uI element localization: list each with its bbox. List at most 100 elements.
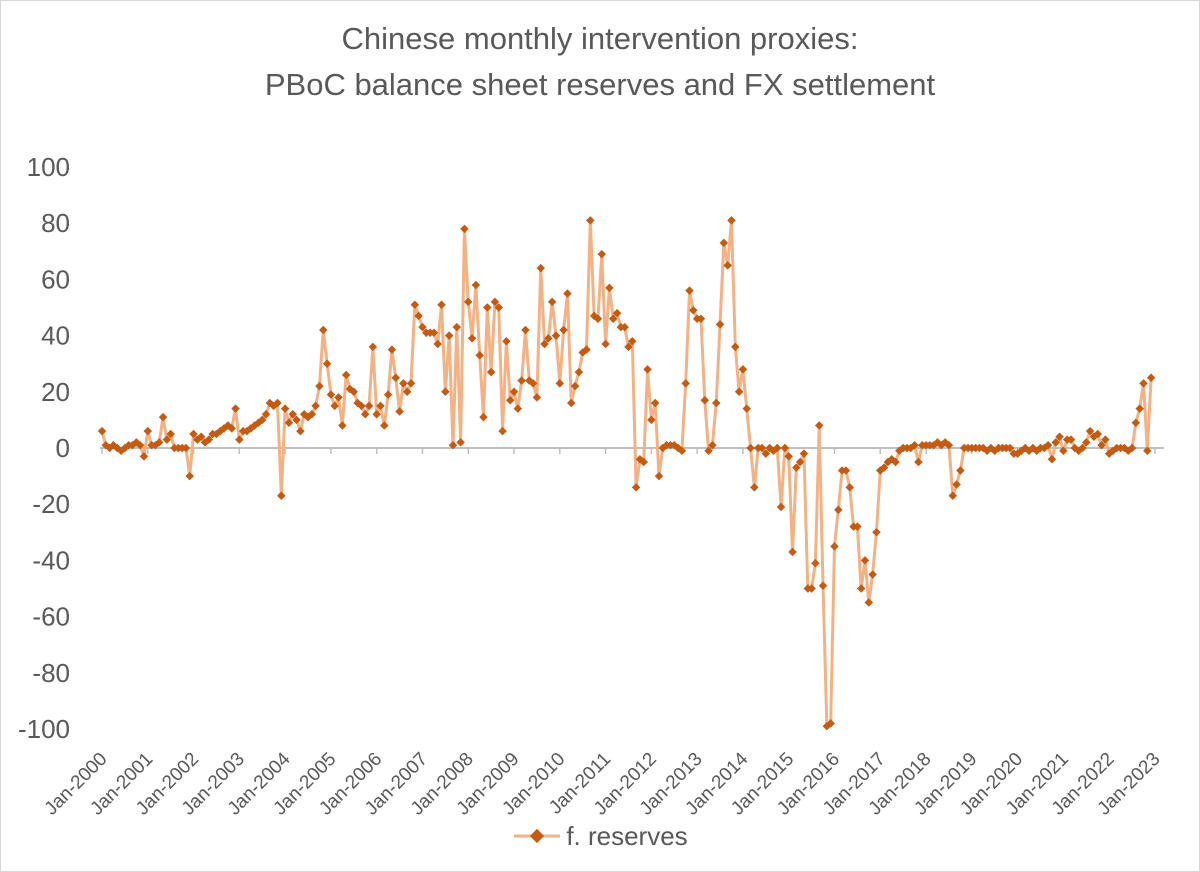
data-point-marker (746, 443, 755, 453)
data-point-marker (540, 339, 549, 349)
data-point-marker (154, 438, 164, 447)
data-point-marker (517, 376, 526, 385)
data-point-marker (841, 466, 851, 475)
data-point-marker (559, 325, 568, 335)
data-point-marker (143, 426, 153, 436)
data-point-marker (349, 387, 359, 397)
y-tick-label: -80 (32, 658, 70, 688)
data-point-marker (750, 483, 759, 492)
series-line-f-reserves (100, 218, 1153, 728)
data-point-marker (612, 308, 622, 318)
data-point-marker (1005, 443, 1015, 453)
data-point-marker (139, 452, 149, 461)
data-point-marker (437, 300, 446, 309)
data-point-marker (1043, 440, 1053, 450)
data-point-marker (448, 440, 458, 450)
data-point-marker (383, 390, 393, 399)
data-point-marker (582, 345, 591, 354)
data-point-marker (807, 584, 816, 593)
data-point-marker (284, 418, 294, 427)
data-point-marker (547, 297, 557, 307)
data-point-marker (406, 379, 416, 388)
data-point-marker (471, 280, 481, 290)
data-point-marker (1047, 454, 1057, 464)
data-point-marker (502, 336, 511, 346)
data-point-marker (475, 351, 484, 360)
data-point-marker (715, 320, 725, 329)
data-point-marker (338, 421, 347, 430)
data-point-marker (1146, 373, 1156, 382)
data-point-marker (795, 457, 805, 467)
data-point-marker (704, 446, 713, 456)
data-point-marker (631, 483, 641, 492)
data-point-marker (1139, 379, 1148, 388)
data-point-marker (280, 404, 290, 413)
data-point-marker (528, 379, 538, 388)
data-point-marker (856, 584, 866, 593)
data-point-marker (372, 410, 381, 419)
data-point-marker (292, 415, 301, 425)
y-tick-label: -20 (32, 489, 70, 519)
data-point-marker (181, 443, 191, 453)
data-point-marker (1093, 429, 1102, 439)
data-point-marker (574, 367, 584, 377)
data-point-marker (818, 581, 828, 590)
data-point-marker (872, 528, 881, 537)
data-point-marker (486, 367, 496, 377)
data-point-marker (605, 283, 614, 293)
data-point-marker (757, 443, 767, 453)
y-tick-label: -40 (32, 545, 70, 575)
data-point-marker (948, 491, 957, 501)
chart-subtitle: PBoC balance sheet reserves and FX settl… (264, 67, 936, 102)
data-point-marker (444, 331, 454, 340)
data-point-marker (257, 415, 267, 425)
data-point-marker (738, 365, 748, 374)
data-point-marker (387, 345, 397, 354)
data-point-marker (196, 432, 206, 442)
y-tick-label: -60 (32, 602, 70, 632)
data-point-marker (311, 401, 320, 411)
series-markers-f-reserves (97, 216, 1156, 731)
data-point-marker (1066, 435, 1076, 444)
data-point-marker (414, 311, 423, 321)
data-point-marker (467, 334, 477, 343)
data-point-marker (460, 224, 469, 234)
data-point-marker (879, 463, 889, 472)
data-point-marker (700, 395, 710, 405)
chart-title: Chinese monthly intervention proxies: PB… (0, 16, 1200, 108)
data-point-marker (597, 249, 607, 259)
data-point-marker (647, 415, 656, 425)
data-point-marker (1055, 432, 1064, 442)
data-point-marker (494, 303, 504, 312)
data-point-marker (811, 558, 820, 568)
data-point-marker (1135, 404, 1144, 413)
data-point-marker (391, 373, 400, 382)
data-point-marker (1051, 438, 1060, 447)
data-point-marker (956, 466, 965, 475)
data-point-marker (696, 314, 706, 323)
data-point-marker (490, 297, 500, 307)
data-point-marker (360, 410, 370, 419)
data-point-marker (410, 300, 420, 309)
data-point-marker (185, 471, 194, 481)
legend-label: f. reserves (566, 820, 688, 851)
data-point-marker (330, 401, 339, 411)
data-point-marker (536, 263, 545, 273)
data-point-marker (799, 449, 809, 458)
data-point-marker (773, 443, 782, 453)
data-point-marker (368, 342, 378, 352)
data-point-marker (551, 331, 561, 340)
data-point-marker (1143, 446, 1152, 456)
y-tick-label: 100 (27, 152, 70, 182)
data-point-marker (689, 306, 698, 315)
data-point-marker (483, 303, 492, 312)
data-point-marker (620, 322, 629, 332)
data-point-marker (952, 480, 961, 489)
data-point-marker (1127, 443, 1137, 453)
data-point-marker (288, 410, 297, 419)
data-point-marker (654, 471, 664, 481)
data-point-marker (719, 238, 729, 248)
y-tick-label: 20 (41, 377, 70, 407)
data-point-marker (1059, 446, 1068, 456)
data-point-marker (227, 424, 236, 433)
